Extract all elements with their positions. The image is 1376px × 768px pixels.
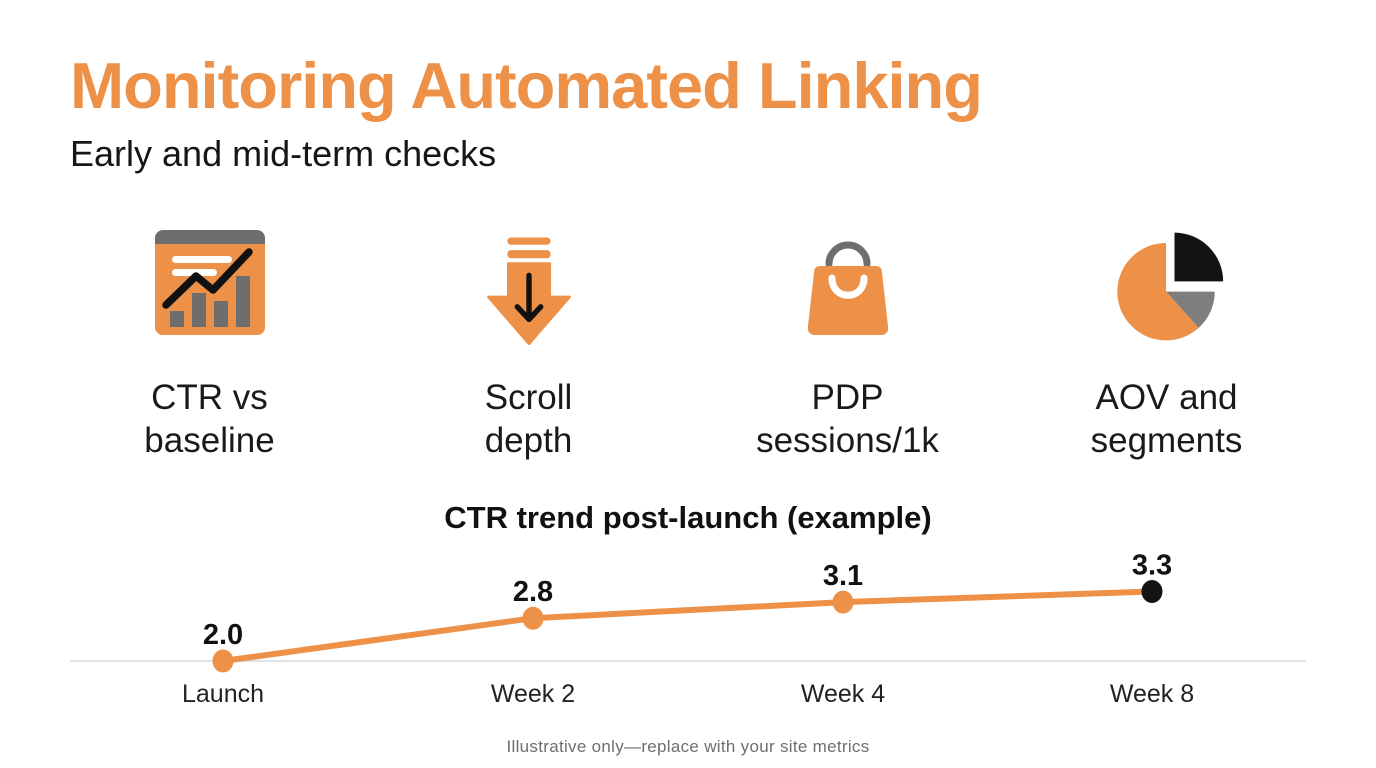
shopping-bag-icon-svg: [807, 241, 888, 335]
metric-label-line: depth: [484, 421, 573, 460]
metric-label: PDP sessions/1k: [756, 376, 939, 462]
chart-value-label: 2.0: [203, 619, 243, 651]
chart-axis-label: Week 8: [1110, 680, 1194, 708]
page-subtitle: Early and mid-term checks: [70, 133, 497, 174]
metric-pdp-sessions: PDP sessions/1k: [688, 230, 1007, 462]
chart-point: [522, 606, 544, 630]
pie-chart-icon-svg: [1116, 232, 1223, 341]
pie-chart-icon: [1108, 230, 1226, 354]
metric-label: CTR vs baseline: [144, 376, 274, 462]
chart-title: CTR trend post-launch (example): [444, 500, 932, 535]
metric-label-line: segments: [1090, 421, 1243, 460]
shopping-bag-icon: [798, 230, 898, 354]
metric-label-line: AOV and: [1095, 378, 1238, 417]
bar-chart-icon: [154, 230, 265, 354]
footer-note: Illustrative only—replace with your site…: [506, 737, 870, 756]
ctr-trend-line-chart: 2.0 Launch 2.8 Week 2 3.1 Week 4 3.3 Week 8: [70, 549, 1306, 708]
metric-scroll-depth: Scroll depth: [369, 230, 688, 462]
metric-label-line: CTR vs: [151, 378, 268, 417]
bar-chart-icon-svg: [154, 230, 265, 335]
chart-axis-label: Week 2: [491, 680, 575, 708]
metric-label: Scroll depth: [485, 376, 573, 462]
chart-axis-label: Launch: [182, 680, 264, 708]
scroll-down-arrow-icon-svg: [486, 237, 571, 346]
chart-point: [212, 649, 234, 673]
metric-label-line: baseline: [144, 421, 275, 460]
metric-label-line: Scroll: [484, 378, 573, 417]
chart-trend-line: [220, 588, 1155, 664]
metric-label-line: PDP: [811, 378, 884, 417]
metrics-row: CTR vs baseline Scroll depth: [50, 230, 1326, 462]
metric-label-line: sessions/1k: [756, 421, 939, 460]
chart-value-label: 3.3: [1132, 549, 1172, 581]
chart-axis-label: Week 4: [801, 680, 885, 708]
scroll-down-arrow-icon: [484, 230, 574, 354]
page-title: Monitoring Automated Linking: [70, 49, 983, 122]
metric-ctr-vs-baseline: CTR vs baseline: [50, 230, 369, 462]
metric-label: AOV and segments: [1091, 376, 1243, 462]
chart-point: [1141, 579, 1163, 603]
chart-point: [832, 590, 854, 614]
chart-value-label: 2.8: [513, 576, 553, 608]
metric-aov-segments: AOV and segments: [1007, 230, 1326, 462]
chart-value-label: 3.1: [823, 560, 863, 592]
